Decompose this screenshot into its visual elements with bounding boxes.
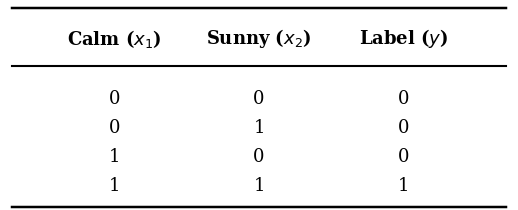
Text: Calm ($x_1$): Calm ($x_1$) <box>67 28 162 50</box>
Text: 1: 1 <box>109 148 121 166</box>
Text: 1: 1 <box>253 177 265 195</box>
Text: 0: 0 <box>397 119 409 137</box>
Text: 0: 0 <box>253 148 265 166</box>
Text: 1: 1 <box>397 177 409 195</box>
Text: 1: 1 <box>253 119 265 137</box>
Text: 1: 1 <box>109 177 121 195</box>
Text: Sunny ($x_2$): Sunny ($x_2$) <box>206 27 312 50</box>
Text: 0: 0 <box>397 148 409 166</box>
Text: Label ($y$): Label ($y$) <box>358 27 448 50</box>
Text: 0: 0 <box>253 90 265 108</box>
Text: 0: 0 <box>397 90 409 108</box>
Text: 0: 0 <box>109 119 121 137</box>
Text: 0: 0 <box>109 90 121 108</box>
